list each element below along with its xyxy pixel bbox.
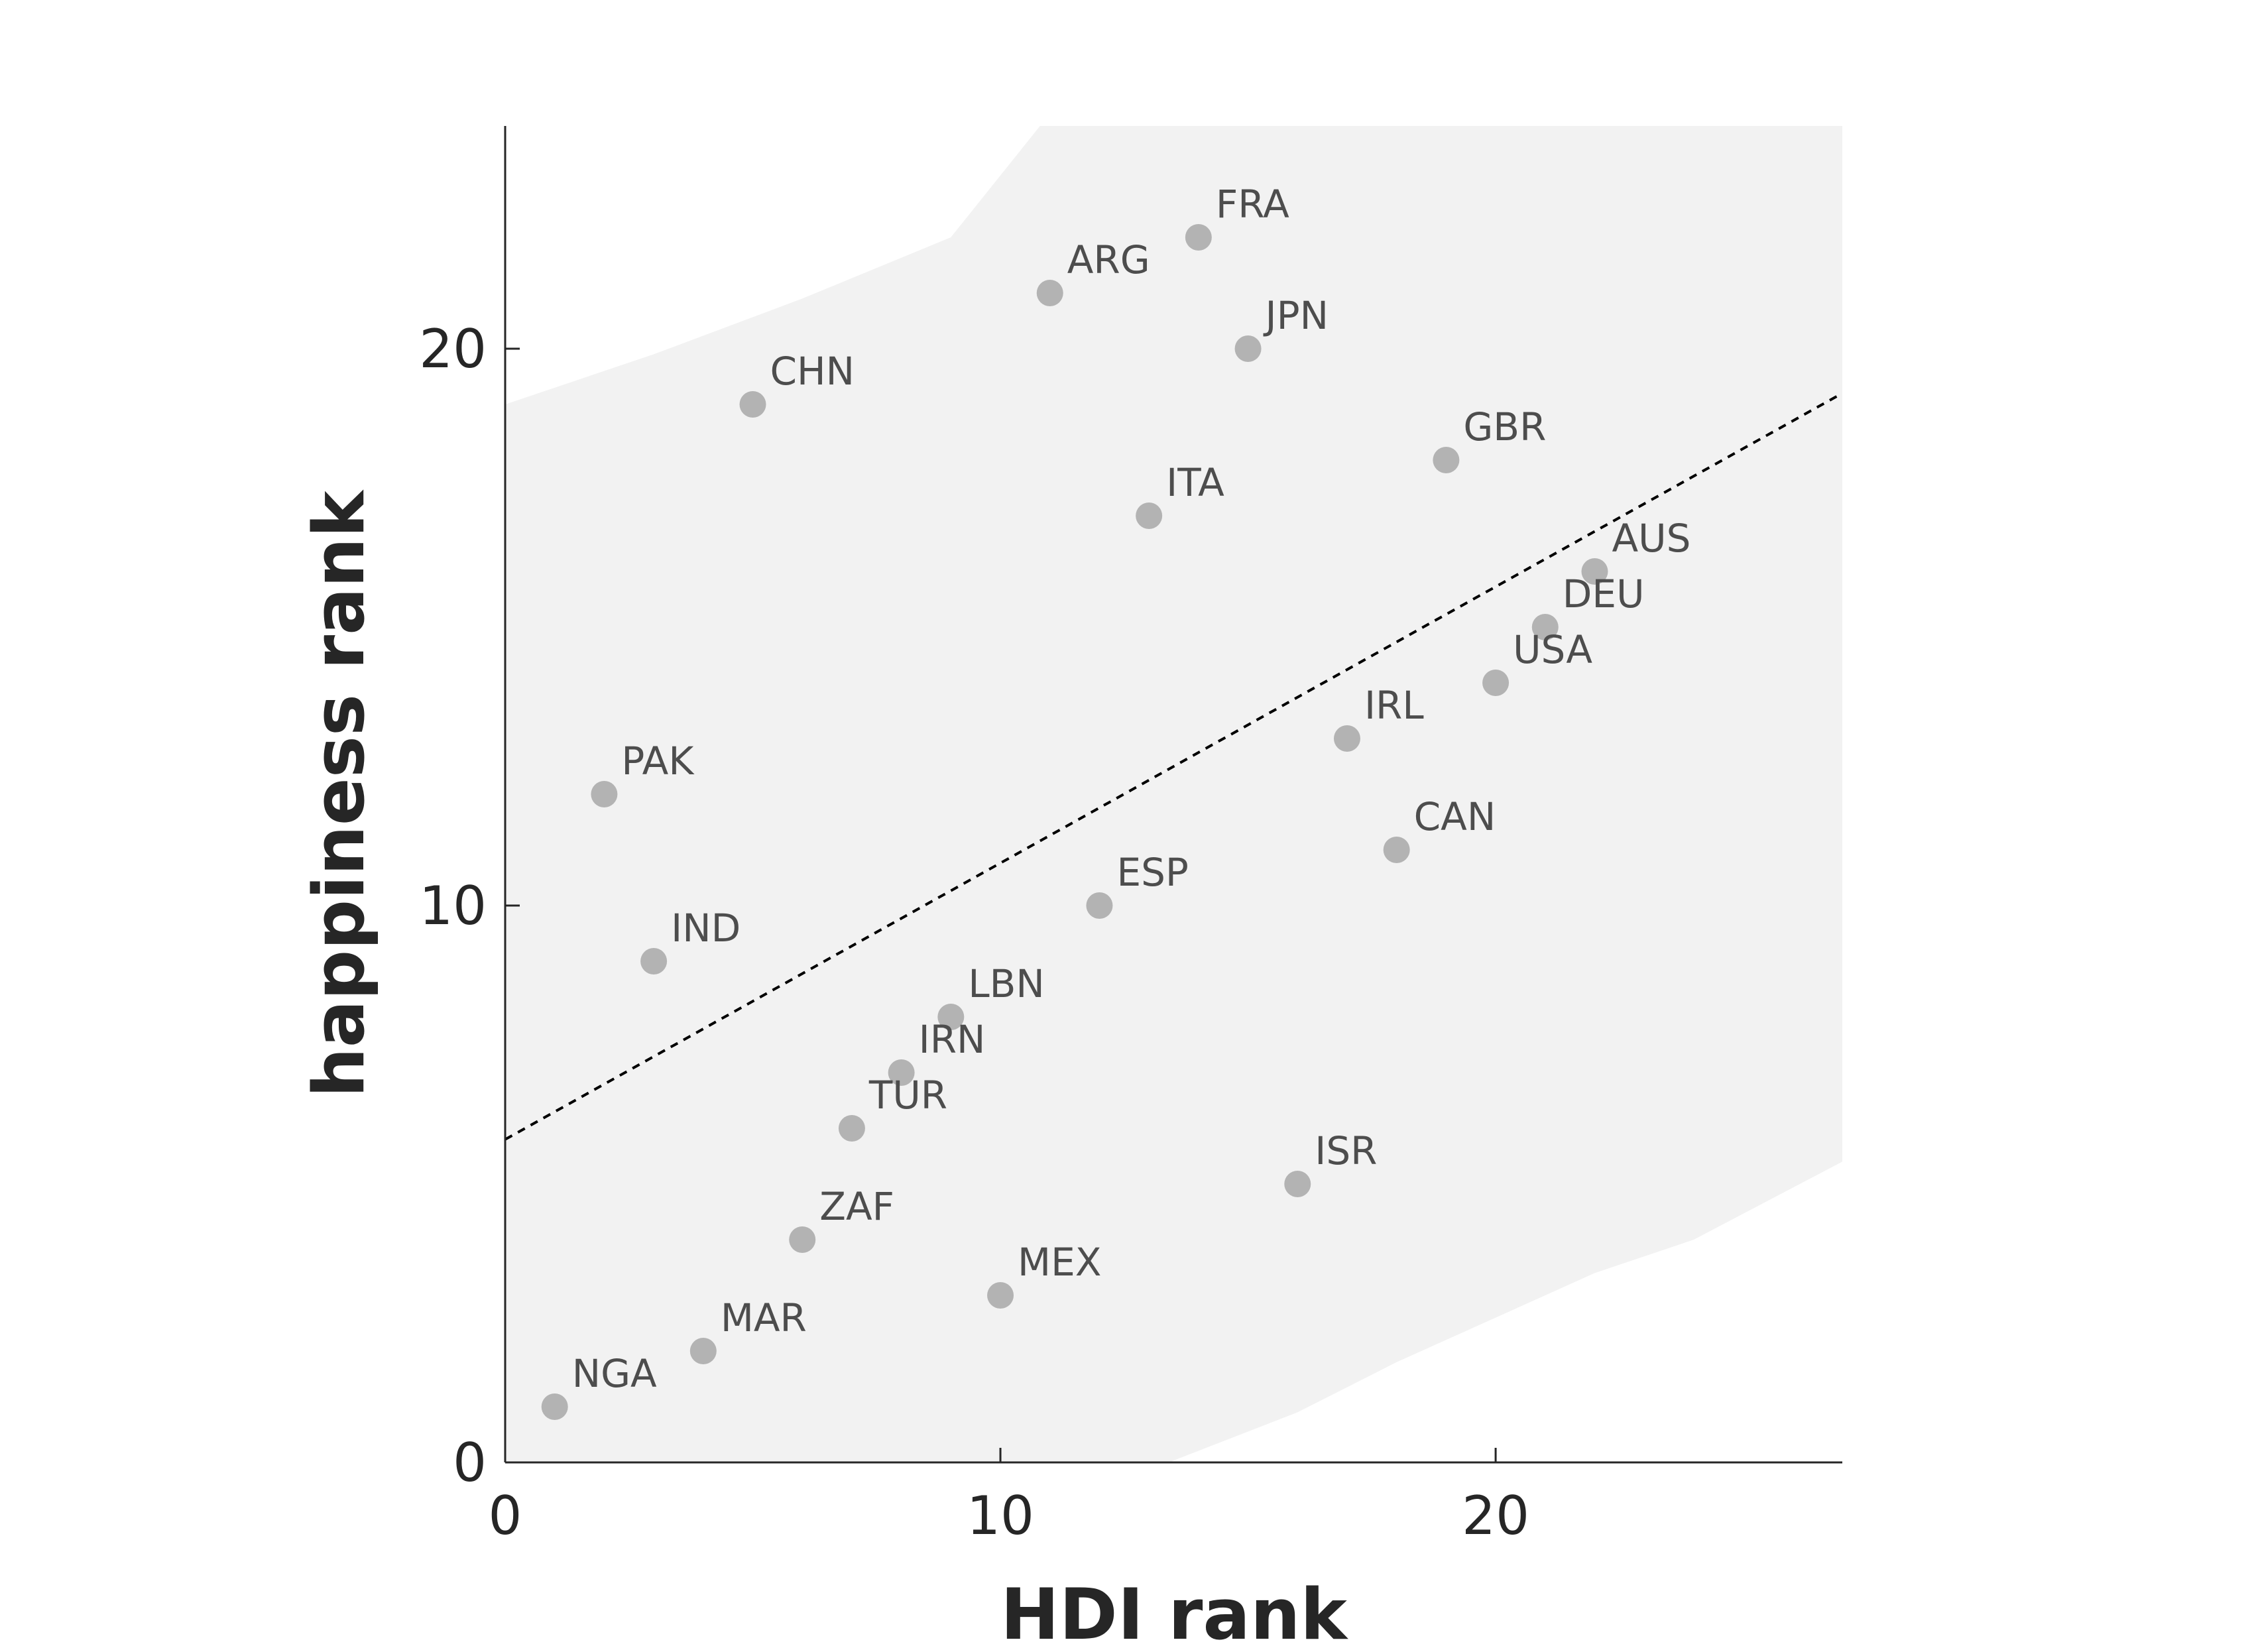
point-label-zaf: ZAF (819, 1184, 894, 1229)
point-label-lbn: LBN (968, 961, 1045, 1006)
data-point-pak (591, 781, 618, 807)
point-label-esp: ESP (1116, 850, 1188, 895)
points-layer (541, 224, 1608, 1420)
data-point-deu (1531, 614, 1559, 640)
data-point-can (1383, 837, 1410, 863)
point-label-mex: MEX (1018, 1240, 1101, 1285)
data-point-ind (640, 948, 668, 974)
x-axis-title: HDI rank (1000, 1574, 1348, 1652)
data-point-arg (1036, 280, 1063, 306)
point-label-isr: ISR (1315, 1128, 1377, 1173)
point-label-ind: IND (671, 906, 741, 951)
data-point-esp (1086, 892, 1113, 919)
point-label-usa: USA (1513, 627, 1592, 672)
data-point-chn (739, 391, 766, 418)
point-label-deu: DEU (1563, 571, 1645, 617)
x-tick-label: 10 (967, 1485, 1034, 1547)
point-label-chn: CHN (770, 349, 855, 394)
y-tick-label: 20 (419, 318, 487, 380)
x-tick-label: 20 (1462, 1485, 1529, 1547)
point-label-tur: TUR (868, 1073, 947, 1118)
trend-line (504, 392, 1843, 1141)
data-point-gbr (1433, 447, 1460, 473)
point-label-can: CAN (1414, 794, 1496, 839)
data-point-jpn (1234, 335, 1262, 362)
data-point-isr (1284, 1171, 1311, 1197)
point-label-pak: PAK (621, 738, 695, 784)
data-point-aus (1581, 558, 1608, 585)
point-label-arg: ARG (1067, 237, 1150, 282)
confidence-band-layer (505, 126, 1842, 1462)
data-point-mex (987, 1282, 1014, 1309)
point-label-jpn: JPN (1264, 293, 1329, 338)
data-point-nga (541, 1393, 568, 1420)
confidence-band (505, 126, 1842, 1462)
point-label-mar: MAR (721, 1295, 807, 1340)
point-labels-layer: NGA PAK IND MAR CHN ZAF TUR IRN LBN MEX ARG ESP ITA F… (572, 182, 1691, 1396)
data-point-usa (1482, 670, 1510, 696)
point-label-aus: AUS (1612, 516, 1690, 561)
data-point-zaf (789, 1226, 816, 1253)
data-point-fra (1185, 224, 1212, 251)
point-label-irn: IRN (919, 1017, 986, 1062)
y-tick-label: 10 (419, 875, 487, 937)
data-point-mar (689, 1338, 717, 1364)
data-point-lbn (937, 1004, 965, 1030)
data-point-ita (1136, 502, 1163, 529)
point-label-irl: IRL (1364, 683, 1424, 728)
data-point-irn (888, 1059, 915, 1086)
data-point-irl (1333, 725, 1360, 752)
x-tick-label: 0 (489, 1485, 522, 1547)
point-label-nga: NGA (572, 1351, 657, 1396)
y-axis-title: happiness rank (298, 489, 380, 1098)
point-label-ita: ITA (1166, 460, 1224, 505)
y-tick-label: 0 (453, 1432, 487, 1494)
point-label-fra: FRA (1216, 182, 1289, 227)
point-label-gbr: GBR (1463, 404, 1546, 449)
axes: 0 10 20 0 10 20 (419, 126, 1842, 1547)
data-point-tur (838, 1115, 865, 1142)
trend-line-layer (504, 392, 1843, 1141)
